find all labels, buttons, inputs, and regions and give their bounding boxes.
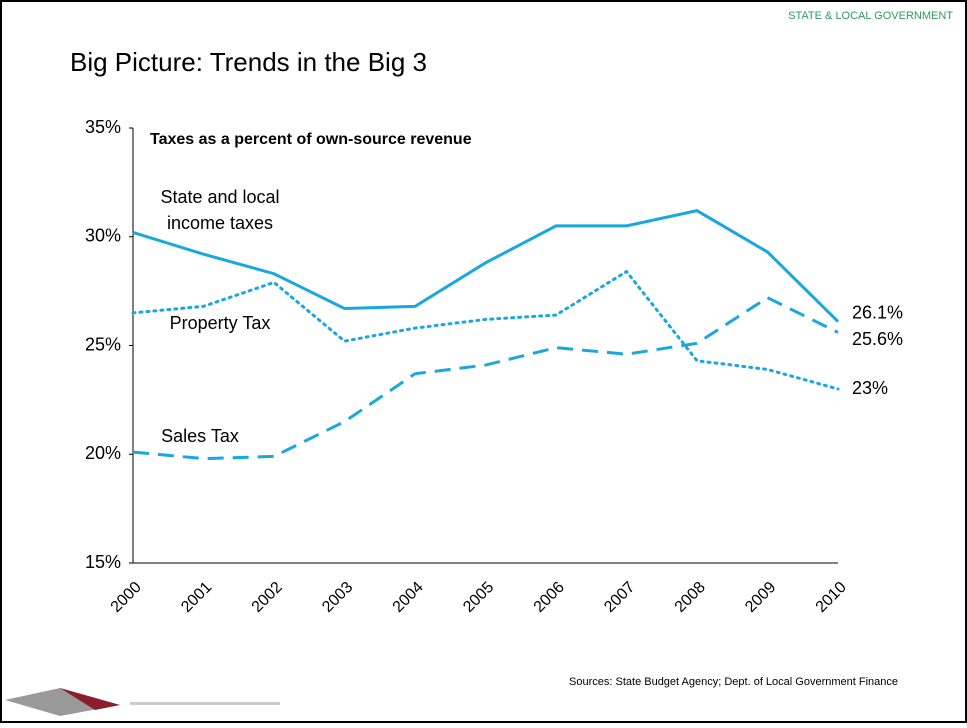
data-label: 26.1% xyxy=(852,302,903,322)
slide-title: Big Picture: Trends in the Big 3 xyxy=(70,47,427,77)
chart-subtitle: Taxes as a percent of own-source revenue xyxy=(150,131,472,148)
y-tick-label: 15% xyxy=(85,552,121,572)
series-label: Property Tax xyxy=(170,313,271,333)
series-label: Sales Tax xyxy=(161,426,239,446)
header: STATE & LOCAL GOVERNMENT xyxy=(788,10,953,22)
y-tick-label: 20% xyxy=(85,443,121,463)
y-tick-label: 35% xyxy=(85,117,121,137)
y-tick-label: 30% xyxy=(85,226,121,246)
series-line xyxy=(132,295,839,461)
series-line xyxy=(132,209,840,323)
y-tick-label: 25% xyxy=(85,334,121,354)
series-label-text: State and local income taxes xyxy=(160,187,280,233)
series-label: State and local income taxes xyxy=(160,187,280,233)
data-label: 25.6% xyxy=(852,329,903,349)
logo xyxy=(5,688,280,716)
source: Sources: State Budget Agency; Dept. of L… xyxy=(569,676,898,688)
series-line xyxy=(131,269,840,391)
logo-shape xyxy=(5,688,120,716)
data-label: 23% xyxy=(852,378,888,398)
logo-text xyxy=(130,702,280,705)
logo-shape xyxy=(60,688,120,710)
